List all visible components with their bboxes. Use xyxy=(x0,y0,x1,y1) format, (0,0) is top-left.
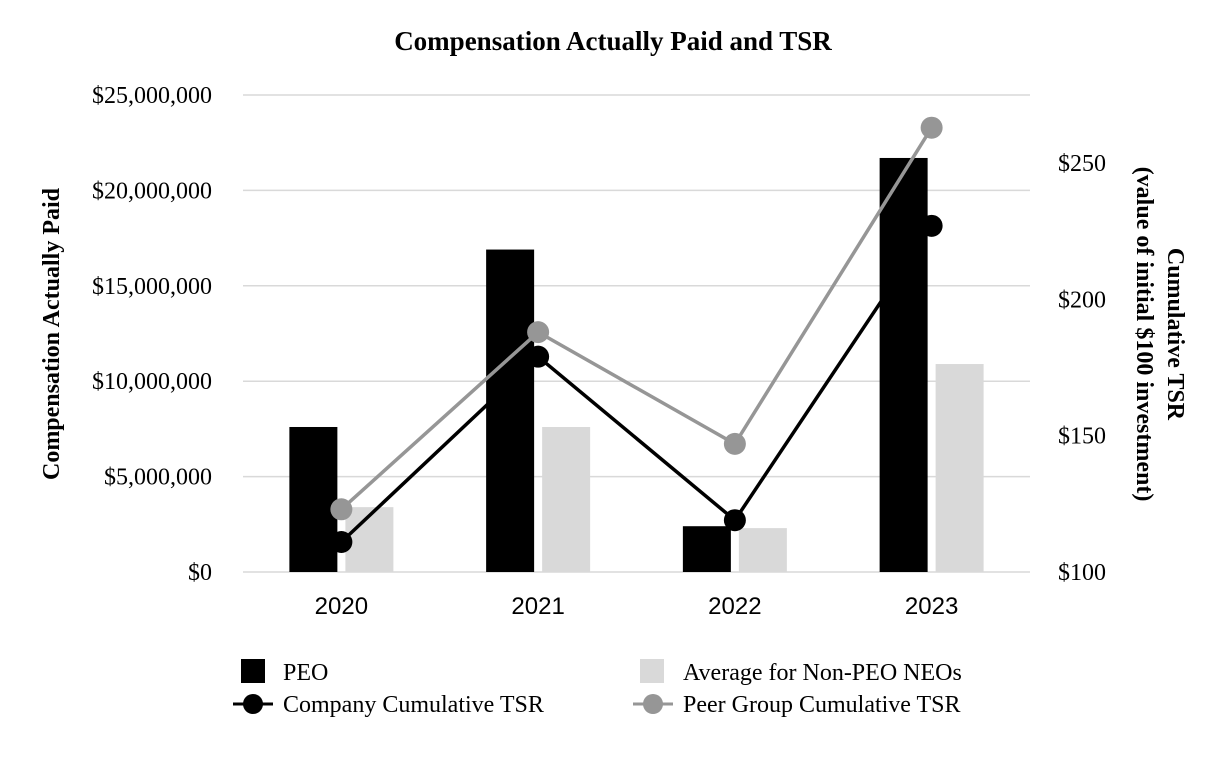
y-tick-label: $5,000,000 xyxy=(104,465,212,491)
x-axis-ticks: 2020 2021 2022 2023 xyxy=(315,593,959,620)
y2-axis-ticks: $100 $150 $200 $250 xyxy=(1058,151,1106,586)
y-tick-label: $15,000,000 xyxy=(92,274,212,300)
line-company-tsr xyxy=(340,224,934,544)
legend: PEO Average for Non-PEO NEOs Company Cum… xyxy=(233,659,962,718)
bar-peo xyxy=(879,157,928,573)
y2-tick-label: $200 xyxy=(1058,287,1106,313)
x-tick-label: 2020 xyxy=(315,593,368,620)
y-axis-ticks: $0 $5,000,000 $10,000,000 $15,000,000 $20,00… xyxy=(92,83,212,586)
point-company-tsr xyxy=(723,509,746,532)
legend-item-peo: PEO xyxy=(241,659,328,686)
legend-item-non-peo: Average for Non-PEO NEOs xyxy=(640,659,962,686)
bar-non-peo xyxy=(935,364,984,572)
line-peer-tsr xyxy=(340,126,934,511)
y2-tick-label: $150 xyxy=(1058,424,1106,450)
bar-peo xyxy=(682,526,731,572)
bar-peo xyxy=(486,249,535,572)
chart-title: Compensation Actually Paid and TSR xyxy=(394,26,832,56)
legend-swatch-non-peo xyxy=(640,659,664,683)
y2-axis-title: Cumulative TSR (value of initial $100 in… xyxy=(1131,167,1188,502)
y-tick-label: $0 xyxy=(188,560,212,586)
legend-item-peer-tsr: Peer Group Cumulative TSR xyxy=(633,692,961,718)
legend-label-non-peo: Average for Non-PEO NEOs xyxy=(683,660,962,686)
legend-label-company-tsr: Company Cumulative TSR xyxy=(283,692,544,718)
legend-item-company-tsr: Company Cumulative TSR xyxy=(233,692,544,718)
y-tick-label: $20,000,000 xyxy=(92,178,212,204)
y2-tick-label: $100 xyxy=(1058,560,1106,586)
point-peer-tsr xyxy=(527,321,550,344)
bars xyxy=(289,157,984,573)
y2-axis-title-line1: Cumulative TSR xyxy=(1162,248,1188,421)
bar-peo xyxy=(289,426,338,572)
y-axis-title: Compensation Actually Paid xyxy=(39,187,65,480)
x-tick-label: 2021 xyxy=(511,593,564,620)
tsr-lines xyxy=(330,116,943,554)
point-peer-tsr xyxy=(723,432,746,455)
point-peer-tsr xyxy=(920,116,943,139)
point-company-tsr xyxy=(330,531,353,554)
legend-label-peo: PEO xyxy=(283,660,328,686)
y-tick-label: $25,000,000 xyxy=(92,83,212,109)
y-tick-label: $10,000,000 xyxy=(92,369,212,395)
point-company-tsr xyxy=(527,345,550,368)
legend-marker-peer-tsr xyxy=(643,694,663,714)
y2-tick-label: $250 xyxy=(1058,151,1106,177)
x-tick-label: 2023 xyxy=(905,593,958,620)
legend-label-peer-tsr: Peer Group Cumulative TSR xyxy=(683,692,961,718)
bar-non-peo xyxy=(738,528,787,572)
y2-axis-title-line2: (value of initial $100 investment) xyxy=(1131,167,1157,502)
point-peer-tsr xyxy=(330,498,353,521)
x-tick-label: 2022 xyxy=(708,593,761,620)
bar-non-peo xyxy=(542,426,591,572)
point-company-tsr xyxy=(920,214,943,237)
legend-swatch-peo xyxy=(241,659,265,683)
legend-marker-company-tsr xyxy=(243,694,263,714)
